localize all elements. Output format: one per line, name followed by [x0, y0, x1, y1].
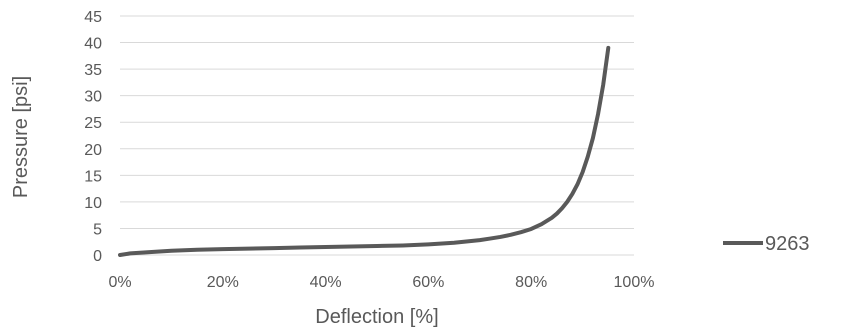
y-tick-label: 40 [84, 36, 102, 53]
y-axis-tick-labels: 0 5 10 15 20 25 30 35 40 45 [84, 9, 102, 265]
x-tick-label: 80% [515, 274, 547, 291]
y-tick-label: 45 [84, 9, 102, 26]
legend: 9263 [723, 233, 810, 255]
x-tick-label: 20% [207, 274, 239, 291]
series-line-9263 [118, 45, 611, 257]
y-tick-label: 15 [84, 168, 102, 185]
y-tick-label: 10 [84, 195, 102, 212]
y-axis-title: Pressure [psi] [10, 76, 32, 198]
x-tick-label: 100% [614, 274, 655, 291]
y-tick-label: 0 [93, 248, 102, 265]
y-tick-label: 35 [84, 62, 102, 79]
x-tick-label: 60% [412, 274, 444, 291]
gridlines [120, 15, 634, 256]
series-lines [118, 45, 611, 257]
legend-label-9263: 9263 [765, 233, 810, 255]
y-tick-label: 30 [84, 89, 102, 106]
y-tick-label: 25 [84, 115, 102, 132]
x-tick-label: 40% [310, 274, 342, 291]
x-tick-label: 0% [108, 274, 131, 291]
y-tick-label: 5 [93, 221, 102, 238]
x-axis-title: Deflection [%] [315, 306, 438, 328]
x-axis-tick-labels: 0% 20% 40% 60% 80% 100% [108, 274, 654, 291]
y-tick-label: 20 [84, 142, 102, 159]
